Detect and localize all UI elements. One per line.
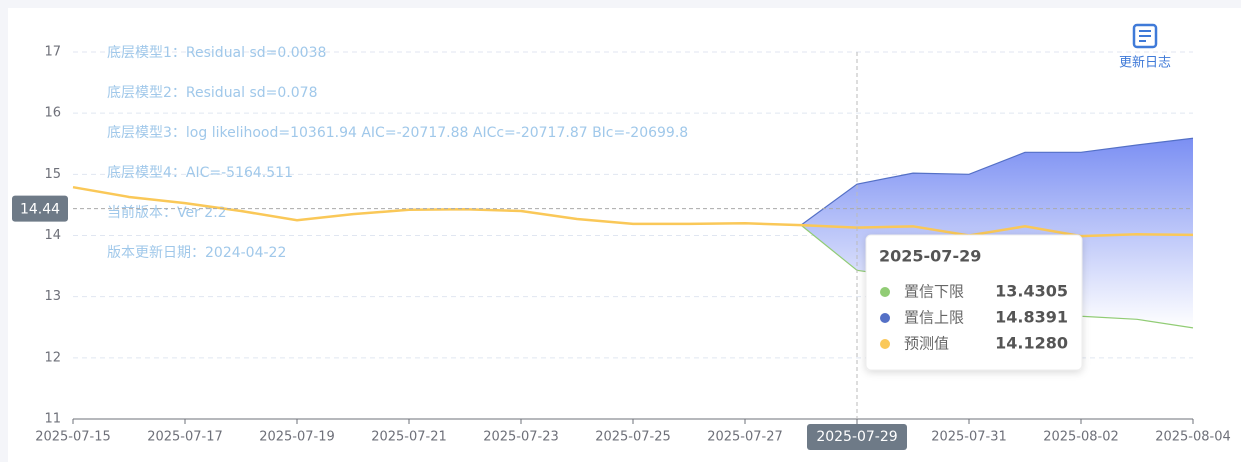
annotation: 底层模型4：AIC=-5164.511 [107, 165, 293, 181]
tooltip-name: 置信下限 [904, 283, 964, 301]
x-tick-label: 2025-08-02 [1043, 430, 1119, 445]
y-tick-label: 15 [44, 167, 61, 182]
tooltip-name: 置信上限 [904, 309, 964, 327]
pointer-x-label-bg [807, 424, 907, 450]
tooltip: 2025-07-29 置信下限 13.4305 置信上限 14.8391 预测值 14.12… [865, 234, 1083, 371]
y-tick-label: 11 [44, 412, 61, 427]
pointer-y-label: 14.44 [20, 202, 60, 218]
x-tick-label: 2025-07-21 [371, 430, 447, 445]
series-line [72, 185, 1194, 238]
annotation: 底层模型3：log likelihood=10361.94 AIC=-20717… [107, 125, 688, 141]
tooltip-name: 预测值 [904, 335, 949, 353]
tooltip-title: 2025-07-29 [879, 247, 981, 266]
tooltip-marker [880, 287, 890, 297]
pointer-label-bg [12, 195, 68, 222]
annotation: 底层模型1：Residual sd=0.0038 [107, 45, 326, 61]
annotation: 底层模型2：Residual sd=0.078 [107, 85, 317, 101]
tooltip-marker [880, 313, 890, 323]
icon [1132, 23, 1158, 49]
tooltip-box [865, 234, 1083, 371]
annotation: 版本更新日期：2024-04-22 [107, 245, 286, 261]
y-tick-label: 13 [44, 289, 61, 304]
x-tick-label: 2025-08-04 [1155, 430, 1231, 445]
pointer-x-label: 2025-07-29 [816, 429, 897, 445]
confidence-band [801, 138, 1193, 328]
y-tick-label: 16 [44, 106, 61, 121]
x-tick-label: 2025-07-27 [707, 430, 783, 445]
y-tick-label: 17 [44, 45, 61, 60]
x-tick-label: 2025-07-15 [35, 430, 111, 445]
x-tick-label: 2025-07-31 [931, 430, 1007, 445]
y-tick-label: 12 [44, 350, 61, 365]
y-tick-label: 14 [44, 228, 61, 243]
series-line [800, 137, 1194, 226]
tooltip-marker [880, 339, 890, 349]
tooltip-value: 14.1280 [995, 334, 1068, 353]
tooltip-value: 13.4305 [995, 282, 1068, 301]
x-tick-label: 2025-07-17 [147, 430, 223, 445]
tooltip-value: 14.8391 [995, 308, 1068, 327]
x-tick-label: 2025-07-23 [483, 430, 559, 445]
button-label[interactable]: 更新日志 [1119, 55, 1171, 71]
x-tick-label: 2025-07-25 [595, 430, 671, 445]
x-tick-label: 2025-07-19 [259, 430, 335, 445]
update-log-button[interactable]: 更新日志 [1119, 23, 1171, 71]
